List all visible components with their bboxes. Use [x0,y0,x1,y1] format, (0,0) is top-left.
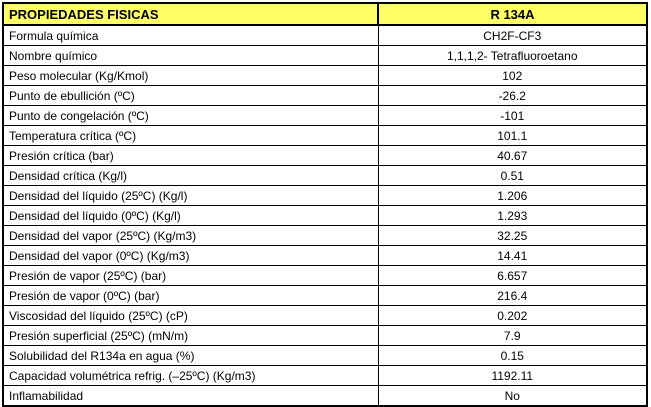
property-value-cell: 6.657 [377,265,648,286]
property-value-cell: 102 [377,65,648,86]
table-row: Viscosidad del líquido (25ºC) (cP) 0.202 [2,305,648,326]
property-name-cell: Presión superficial (25ºC) (mN/m) [2,325,379,346]
property-name-cell: Temperatura crítica (ºC) [2,125,379,146]
property-value-cell: 32.25 [377,225,648,246]
table-row: Densidad del líquido (25ºC) (Kg/l) 1.206 [2,185,648,206]
property-name-cell: Densidad del líquido (0ºC) (Kg/l) [2,205,379,226]
property-name-cell: Punto de congelación (ºC) [2,105,379,126]
property-value-cell: 1,1,1,2- Tetrafluoroetano [377,45,648,66]
property-value-cell: 1.293 [377,205,648,226]
table-row: Densidad del vapor (25ºC) (Kg/m3) 32.25 [2,225,648,246]
property-name-cell: Inflamabilidad [2,385,379,407]
table-row: Nombre químico 1,1,1,2- Tetrafluoroetano [2,45,648,66]
table-row: Temperatura crítica (ºC) 101.1 [2,125,648,146]
header-row: PROPIEDADES FISICAS R 134A [2,2,648,26]
property-value-cell: No [377,385,648,407]
property-name-cell: Viscosidad del líquido (25ºC) (cP) [2,305,379,326]
property-name-cell: Punto de ebullición (ºC) [2,85,379,106]
header-cell-properties: PROPIEDADES FISICAS [2,2,379,26]
table-header: PROPIEDADES FISICAS R 134A [2,2,648,26]
property-value-cell: 101.1 [377,125,648,146]
property-name-cell: Densidad crítica (Kg/l) [2,165,379,186]
table-body: Formula química CH2F-CF3 Nombre químico 1,1… [2,24,648,407]
property-value-cell: CH2F-CF3 [377,24,648,46]
property-value-cell: 216.4 [377,285,648,306]
property-name-cell: Presión de vapor (25ºC) (bar) [2,265,379,286]
property-name-cell: Densidad del vapor (25ºC) (Kg/m3) [2,225,379,246]
property-value-cell: 40.67 [377,145,648,166]
property-name-cell: Peso molecular (Kg/Kmol) [2,65,379,86]
table-row: Densidad del líquido (0ºC) (Kg/l) 1.293 [2,205,648,226]
property-value-cell: 0.51 [377,165,648,186]
property-name-cell: Densidad del vapor (0ºC) (Kg/m3) [2,245,379,266]
property-name-cell: Presión de vapor (0ºC) (bar) [2,285,379,306]
header-cell-refrigerant: R 134A [377,2,648,26]
property-name-cell: Solubilidad del R134a en agua (%) [2,345,379,366]
property-name-cell: Presión crítica (bar) [2,145,379,166]
table-row: Solubilidad del R134a en agua (%) 0.15 [2,345,648,366]
property-value-cell: -26.2 [377,85,648,106]
table-row: Densidad del vapor (0ºC) (Kg/m3) 14.41 [2,245,648,266]
property-name-cell: Nombre químico [2,45,379,66]
property-value-cell: 1192.11 [377,365,648,386]
table-row: Presión crítica (bar) 40.67 [2,145,648,166]
table-row: Capacidad volumétrica refrig. (–25ºC) (K… [2,365,648,386]
table-row: Inflamabilidad No [2,385,648,407]
table-row: Presión de vapor (0ºC) (bar) 216.4 [2,285,648,306]
table-row: Presión superficial (25ºC) (mN/m) 7.9 [2,325,648,346]
property-value-cell: 0.202 [377,305,648,326]
table-row: Punto de congelación (ºC) -101 [2,105,648,126]
property-value-cell: -101 [377,105,648,126]
property-name-cell: Formula química [2,24,379,46]
property-value-cell: 14.41 [377,245,648,266]
property-value-cell: 0.15 [377,345,648,366]
table-row: Peso molecular (Kg/Kmol) 102 [2,65,648,86]
table-row: Punto de ebullición (ºC) -26.2 [2,85,648,106]
table-row: Presión de vapor (25ºC) (bar) 6.657 [2,265,648,286]
property-value-cell: 1.206 [377,185,648,206]
property-name-cell: Densidad del líquido (25ºC) (Kg/l) [2,185,379,206]
property-value-cell: 7.9 [377,325,648,346]
table-row: Densidad crítica (Kg/l) 0.51 [2,165,648,186]
table-row: Formula química CH2F-CF3 [2,24,648,46]
property-name-cell: Capacidad volumétrica refrig. (–25ºC) (K… [2,365,379,386]
